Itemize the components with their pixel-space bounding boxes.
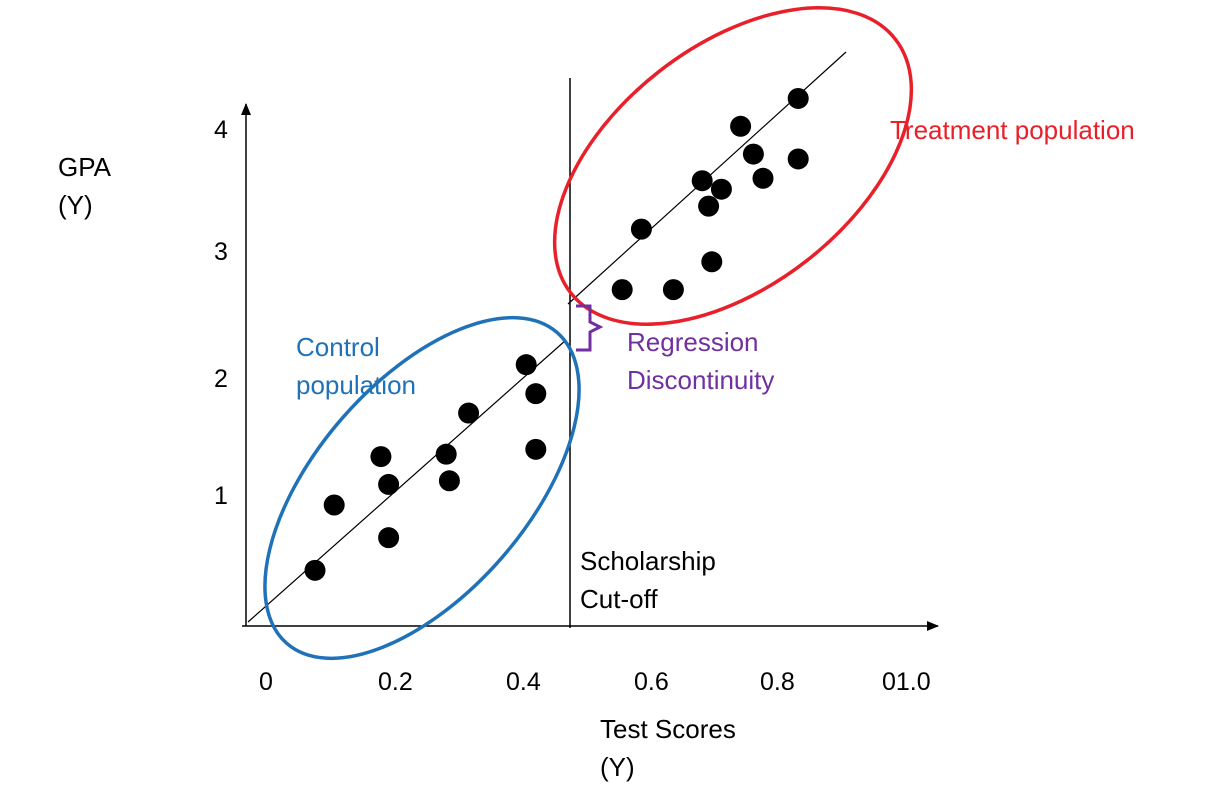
control-point [515,354,537,376]
control-point [304,559,326,581]
x-tick-label: 0.4 [506,668,541,696]
treatment-point [611,279,633,301]
control-point [323,494,345,516]
control-point [435,443,457,465]
x-tick-label: 0.2 [378,668,413,696]
treatment-point [730,115,752,137]
x-tick-label: 0.8 [760,668,795,696]
control-ellipse [263,315,581,661]
x-tick-label: 0 [259,668,273,696]
treatment-point [698,195,720,217]
control-point [525,438,547,460]
control-label-line1: Control [296,332,380,362]
y-tick-label: 3 [214,238,228,266]
control-point [458,402,480,424]
treatment-point [662,279,684,301]
discontinuity-label-line2: Discontinuity [627,365,775,395]
y-tick-label: 1 [214,482,228,510]
treatment-point [710,178,732,200]
discontinuity-brace [576,304,604,352]
treatment-point [742,143,764,165]
control-point [378,527,400,549]
x-tick-label: 01.0 [882,668,931,696]
control-point [525,383,547,405]
discontinuity-label-line1: Regression [627,327,759,357]
cutoff-label-line1: Scholarship [580,546,716,576]
control-point [438,470,460,492]
treatment-point [701,251,723,273]
y-axis-label-line1: GPA [58,152,111,182]
x-tick-label: 0.6 [634,668,669,696]
treatment-point [787,148,809,170]
control-trend-line [247,339,567,623]
control-point [370,446,392,468]
y-tick-label: 2 [214,365,228,393]
treatment-point [752,167,774,189]
x-axis-label-line2: (Y) [600,752,635,782]
y-axis-label-line2: (Y) [58,190,93,220]
cutoff-label-line2: Cut-off [580,584,658,614]
treatment-ellipse [552,6,914,326]
x-axis-label-line1: Test Scores [600,714,736,744]
y-tick-label: 4 [214,116,228,144]
data-points [304,87,809,581]
treatment-point [630,218,652,240]
treatment-label: Treatment population [890,115,1135,145]
control-point [378,473,400,495]
control-label-line2: population [296,370,416,400]
treatment-point [691,170,713,192]
treatment-point [787,87,809,109]
